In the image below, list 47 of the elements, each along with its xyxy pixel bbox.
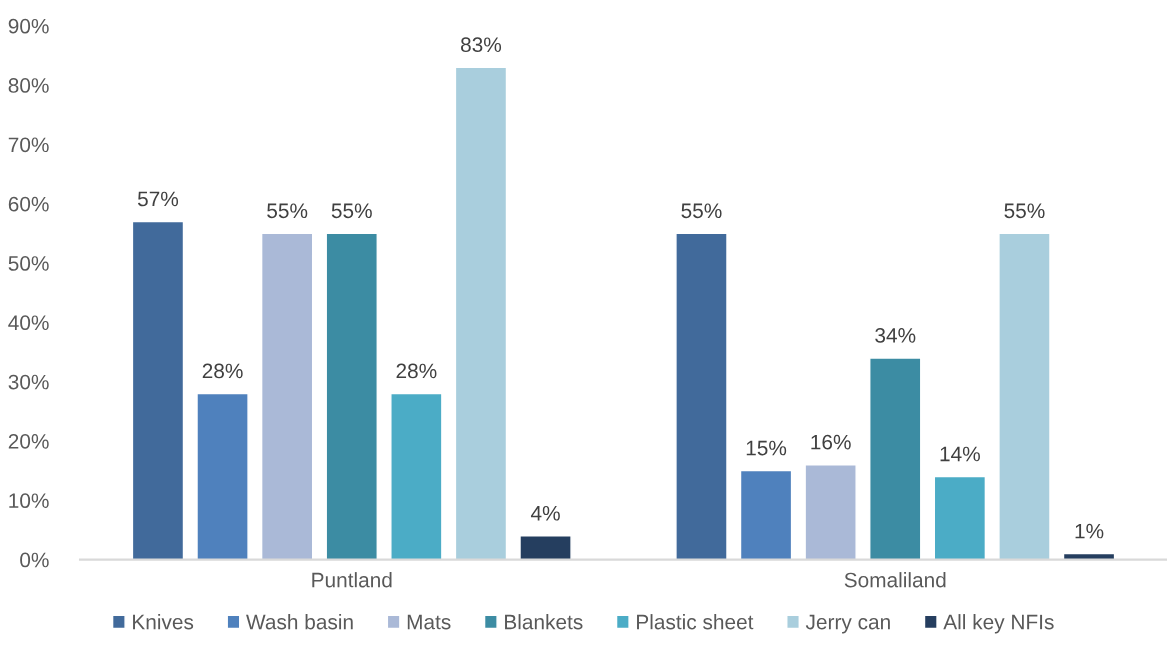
legend-label: Knives — [133, 614, 194, 630]
legend-label: Mats — [407, 614, 451, 630]
data-label: 4% — [530, 505, 560, 521]
bar — [519, 535, 572, 560]
data-label: 55% — [267, 203, 308, 219]
data-label: 28% — [396, 363, 437, 379]
bar — [739, 469, 793, 560]
bar — [998, 232, 1051, 560]
y-tick-label: 20% — [8, 433, 49, 449]
bar — [1062, 552, 1116, 560]
bar — [675, 232, 728, 560]
data-label: 28% — [202, 363, 243, 379]
y-tick-label: 10% — [9, 493, 49, 509]
y-tick-label: 50% — [8, 256, 49, 271]
x-tick-label: Puntland — [312, 572, 392, 588]
legend-label: Jerry can — [805, 614, 890, 634]
bar — [869, 357, 922, 560]
data-label: 34% — [875, 327, 916, 343]
bar — [390, 392, 443, 560]
bar — [325, 232, 378, 560]
data-label: 55% — [1004, 203, 1045, 219]
legend-label: Plastic sheet — [637, 614, 754, 630]
legend-label: Blankets — [505, 614, 583, 630]
y-tick-label: 30% — [8, 374, 49, 390]
data-label: 55% — [681, 203, 722, 219]
y-tick-label: 80% — [8, 78, 49, 93]
bar — [804, 464, 857, 560]
bar — [454, 66, 508, 560]
bar — [933, 475, 987, 560]
x-tick-label: Somaliland — [844, 572, 946, 588]
data-label: 16% — [811, 434, 851, 450]
data-label: 15% — [746, 440, 787, 456]
bar — [131, 220, 185, 560]
data-label: 1% — [1075, 523, 1104, 539]
bar — [196, 392, 249, 560]
data-label: 83% — [461, 37, 502, 53]
y-tick-label: 60% — [8, 196, 49, 212]
y-tick-label: 70% — [8, 137, 49, 153]
data-label: 55% — [331, 203, 372, 219]
y-tick-label: 40% — [8, 315, 49, 331]
legend-label: Wash basin — [246, 614, 353, 630]
data-label: 14% — [940, 446, 980, 462]
data-label: 57% — [137, 191, 179, 207]
y-tick-label: 0% — [20, 552, 49, 568]
legend-label: All key NFIs — [943, 614, 1054, 634]
bar — [260, 232, 314, 560]
y-tick-label: 90% — [8, 18, 49, 34]
